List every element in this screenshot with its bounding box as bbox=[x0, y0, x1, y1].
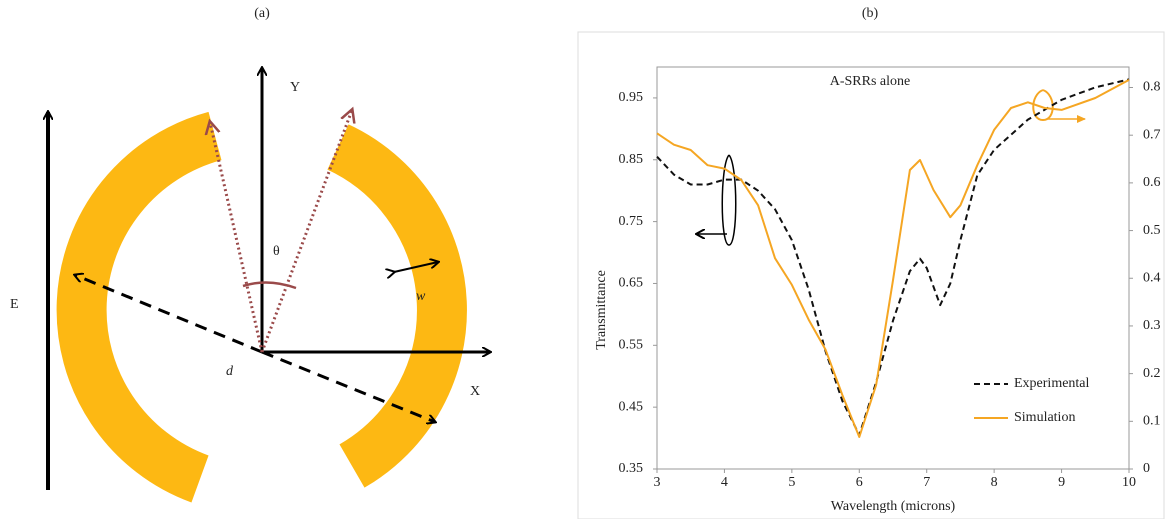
width-label: w bbox=[416, 289, 426, 304]
x-tick-label: 6 bbox=[856, 475, 863, 490]
panel-label: (a) bbox=[254, 6, 270, 21]
chart-frame bbox=[577, 31, 1165, 519]
x-tick-label: 4 bbox=[721, 475, 728, 490]
y2-tick-label: 0.5 bbox=[1143, 223, 1161, 238]
y-tick-label: 0.45 bbox=[619, 399, 644, 414]
x-axis-label: Wavelength (microns) bbox=[831, 499, 956, 514]
y2-tick-label: 0.2 bbox=[1143, 366, 1161, 381]
y-tick-label: 0.35 bbox=[619, 461, 644, 476]
series-line bbox=[656, 78, 1130, 436]
y2-tick-label: 0.8 bbox=[1143, 80, 1161, 95]
gap-line bbox=[210, 122, 264, 353]
legend-label: Experimental bbox=[1014, 376, 1090, 391]
x-tick-label: 3 bbox=[654, 475, 661, 490]
x-tick-label: 9 bbox=[1058, 475, 1065, 490]
y2-tick-label: 0.1 bbox=[1143, 414, 1161, 429]
x-tick-label: 10 bbox=[1122, 475, 1136, 490]
width-arrow bbox=[394, 262, 438, 272]
axis-indicator bbox=[1032, 89, 1054, 122]
panel-label: (b) bbox=[862, 6, 879, 21]
y-tick-label: 0.65 bbox=[619, 276, 644, 291]
plot-frame bbox=[656, 66, 1130, 470]
y2-tick-label: 0.6 bbox=[1143, 175, 1161, 190]
y2-tick-label: 0.7 bbox=[1143, 127, 1161, 142]
y2-tick-label: 0.4 bbox=[1143, 270, 1161, 285]
series-line bbox=[656, 79, 1130, 438]
y-tick-label: 0.95 bbox=[619, 90, 644, 105]
x-tick-label: 7 bbox=[923, 475, 930, 490]
y2-tick-label: 0.3 bbox=[1143, 318, 1161, 333]
diameter-line bbox=[261, 350, 435, 422]
gap-line bbox=[260, 110, 352, 353]
diameter-label: d bbox=[226, 364, 234, 379]
y-tick-label: 0.55 bbox=[619, 338, 644, 353]
chart: A-SRRs alone Wavelength (microns) Transm… bbox=[577, 31, 1165, 519]
legend-label: Simulation bbox=[1014, 410, 1075, 425]
x-label: X bbox=[470, 384, 480, 399]
y-label: Y bbox=[290, 80, 300, 95]
angle-label: θ bbox=[273, 244, 280, 259]
axis-indicator bbox=[721, 154, 737, 246]
y2-tick-label: 0 bbox=[1143, 461, 1150, 476]
y-axis-label: Transmittance bbox=[594, 270, 609, 350]
x-tick-label: 5 bbox=[788, 475, 795, 490]
x-tick-label: 8 bbox=[991, 475, 998, 490]
diagram: Y X E θ w d bbox=[10, 68, 490, 503]
y-tick-label: 0.75 bbox=[619, 214, 644, 229]
angle-arc bbox=[242, 281, 297, 290]
diameter-line bbox=[75, 275, 263, 354]
annotation: A-SRRs alone bbox=[830, 74, 911, 89]
field-label: E bbox=[10, 297, 19, 312]
y-tick-label: 0.85 bbox=[619, 152, 644, 167]
ring-arc bbox=[56, 111, 222, 503]
ring-arc bbox=[327, 124, 467, 488]
